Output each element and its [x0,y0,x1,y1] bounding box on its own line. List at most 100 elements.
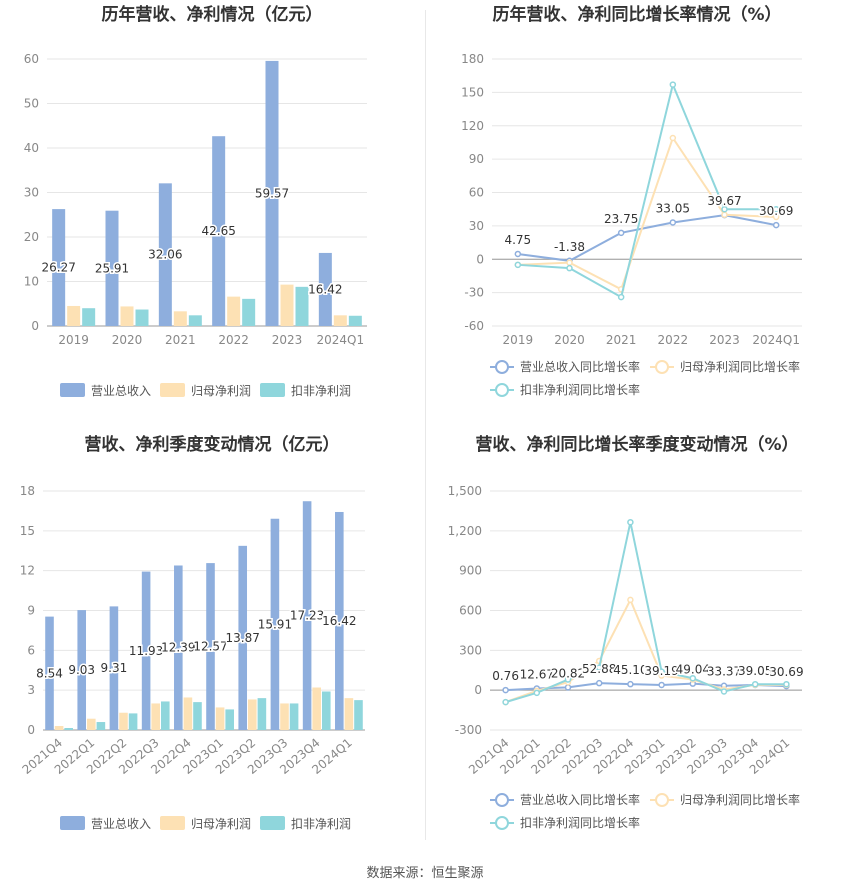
y-tick-label: 0 [27,723,35,737]
data-point [566,264,573,272]
y-tick-label: 10 [24,275,39,289]
y-tick-label: 0 [474,683,482,697]
data-source-note: 数据来源：恒生聚源 [366,866,484,881]
data-point [514,261,522,269]
chart-title: 营收、净利同比增长率季度变动情况（%） [475,434,798,455]
data-point [751,680,759,688]
x-tick-label: 2019 [58,333,89,347]
data-label: 49.04 [676,663,710,677]
legend-marker [495,383,509,397]
bar [96,722,106,730]
chart-title: 营收、净利季度变动情况（亿元） [85,434,340,455]
data-label: 11.93 [129,644,163,658]
bar [212,136,226,326]
data-point [658,668,665,675]
data-point [566,259,573,266]
data-label: 20.82 [551,666,585,680]
bar [128,713,138,730]
data-point [627,518,634,526]
chart-svg: 营收、净利同比增长率季度变动情况（%） -300 0 300 600 900 1,200 1,… [448,434,805,830]
legend-swatch [160,383,185,397]
x-tick-label: 2023 [709,333,740,347]
x-tick-label: 2024Q1 [317,333,365,347]
data-label: -1.38 [554,240,585,254]
data-point [669,134,677,142]
bar [52,209,66,326]
bar [238,545,248,730]
data-label: 15.91 [258,617,292,631]
data-label: 30.69 [759,204,793,218]
legend-swatch [60,816,85,830]
data-point [772,213,780,221]
chart-svg: 营收、净利季度变动情况（亿元）03691215182021Q42022Q1202… [20,434,365,831]
legend-label: 扣非净利润 [291,817,351,831]
legend-label: 归母净利润 [191,817,251,831]
legend-label: 营业总收入 [91,384,151,398]
bar [141,571,151,730]
y-tick-label: 150 [461,85,484,99]
bar [333,315,347,326]
bar [67,305,81,326]
data-label: 33.37 [707,665,741,679]
bar [54,726,64,730]
bar [206,563,215,730]
panel-divider [425,10,426,840]
data-point [502,686,509,694]
bar [119,712,128,730]
bar [135,309,149,326]
legend-label: 扣非净利润同比增长率 [520,815,640,830]
y-tick-label: 18 [20,484,35,498]
data-label: 8.54 [36,666,63,680]
bar [105,210,119,326]
bar [242,298,256,326]
data-point [595,664,603,671]
bar [188,315,202,326]
chart-title: 历年营收、净利情况（亿元） [102,4,323,25]
y-tick-label: 180 [461,52,484,66]
data-label: 12.39 [161,641,195,655]
y-tick-label: 12 [20,564,35,578]
data-point [617,229,625,237]
x-tick-label: 2022 [218,333,249,347]
bar [151,703,160,730]
bar [82,308,96,326]
bar [344,698,354,730]
data-point [627,680,634,688]
legend-swatch [260,816,285,830]
data-point [658,681,665,689]
data-label: 39.67 [707,194,741,208]
data-label: 17.23 [290,609,324,623]
legend-marker [495,360,509,374]
x-tick-label: 2020 [112,333,143,347]
x-tick-label: 2020 [554,333,585,347]
y-tick-label: 6 [27,643,35,657]
y-tick-label: 60 [24,52,39,66]
bar [120,306,134,326]
bar [174,565,183,730]
data-point [502,698,509,706]
series-line [517,214,777,262]
legend-label: 营业总收入同比增长率 [520,792,640,807]
data-point [564,676,572,683]
data-point [627,596,634,604]
bar [193,702,202,730]
bar [160,701,170,730]
data-label: 33.05 [656,201,690,215]
bar [302,501,312,730]
legend-marker [495,816,509,830]
series-line [517,81,777,299]
bar [335,511,344,730]
data-label: 39.19 [644,664,678,678]
y-tick-label: -30 [464,286,484,300]
bar [64,728,73,730]
chart-title: 历年营收、净利同比增长率情况（%） [492,4,781,25]
y-tick-label: 1,200 [448,524,482,538]
x-tick-label: 2022 [658,333,689,347]
quarterly-growth-rate-chart: 营收、净利同比增长率季度变动情况（%） -300 0 300 600 900 1,200 1,… [425,430,850,860]
data-label: 25.91 [95,261,129,275]
data-point [689,674,697,682]
x-tick-label: 2021 [606,333,637,347]
data-point [721,211,728,218]
data-label: 42.65 [201,224,235,238]
chart-svg: 历年营收、净利情况（亿元） 0 10 20 30 40 50 60 2019 2020 2021 20… [24,4,367,398]
